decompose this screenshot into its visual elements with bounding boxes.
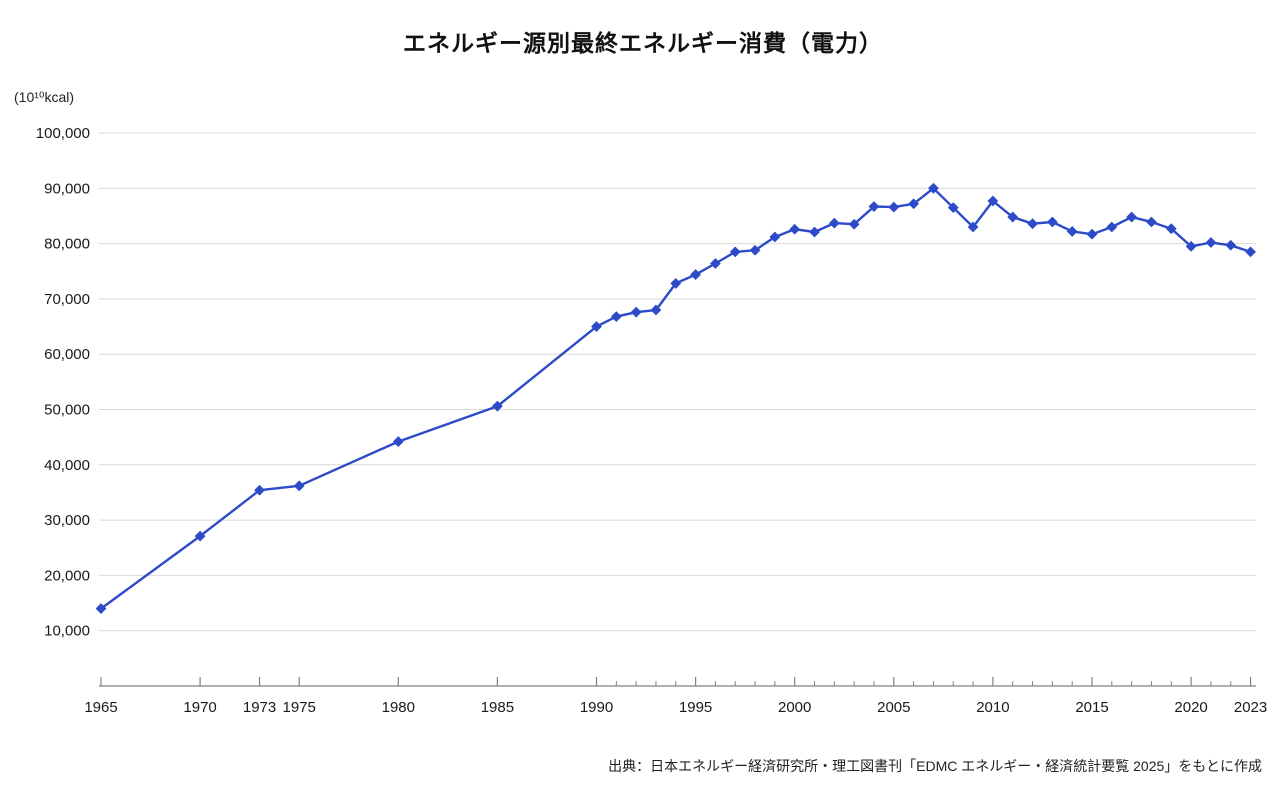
x-axis-tick-label: 2000 <box>778 699 811 716</box>
data-point-marker <box>1106 221 1118 233</box>
x-axis-tick-label: 2020 <box>1174 699 1207 716</box>
y-axis-tick-label: 50,000 <box>44 402 90 419</box>
data-point-marker <box>690 269 701 280</box>
chart-title: エネルギー源別最終エネルギー消費（電力） <box>403 30 883 56</box>
x-axis-tick-label: 1965 <box>84 699 117 716</box>
x-axis-tick-label: 2010 <box>976 699 1009 716</box>
data-point-marker <box>95 603 107 614</box>
data-point-marker <box>888 201 900 213</box>
y-axis-tick-label: 90,000 <box>44 180 90 197</box>
y-axis-tick-label: 10,000 <box>44 623 90 640</box>
y-axis-unit-label: (10¹⁰kcal) <box>14 89 75 105</box>
data-point-marker <box>1245 246 1256 258</box>
data-point-marker <box>254 484 265 496</box>
data-point-marker <box>194 530 206 542</box>
data-point-marker <box>591 321 602 332</box>
x-axis-tick-label: 2015 <box>1075 699 1108 716</box>
data-point-marker <box>392 436 404 447</box>
data-point-marker <box>1185 240 1197 252</box>
data-point-marker <box>828 217 840 229</box>
data-point-marker <box>947 202 959 214</box>
x-axis-tick-label: 1970 <box>183 699 216 716</box>
data-point-marker <box>987 195 999 207</box>
y-axis-tick-label: 70,000 <box>44 291 90 308</box>
x-axis-tick-label: 1985 <box>481 699 514 716</box>
data-point-marker <box>650 304 662 316</box>
source-note: 出典：日本エネルギー経済研究所・理工図書刊「EDMC エネルギー・経済統計要覧 … <box>608 758 1262 774</box>
data-point-marker <box>868 201 880 212</box>
data-point-marker <box>1027 218 1038 230</box>
data-point-marker <box>928 182 939 194</box>
y-axis-tick-label: 20,000 <box>44 567 90 584</box>
x-axis-tick-label: 1973 <box>243 699 276 716</box>
y-axis-tick-label: 40,000 <box>44 457 90 474</box>
data-point-marker <box>492 400 503 412</box>
data-point-marker <box>630 306 642 318</box>
x-axis-tick-label: 1975 <box>283 699 316 716</box>
data-point-marker <box>1007 211 1019 223</box>
x-axis-tick-label: 2023 <box>1234 699 1267 716</box>
data-point-marker <box>1165 223 1177 235</box>
series-line <box>99 187 1252 610</box>
data-point-marker <box>908 198 920 210</box>
y-axis-tick-label: 60,000 <box>44 346 90 363</box>
data-point-marker <box>1205 237 1217 248</box>
y-axis-tick-label: 80,000 <box>44 236 90 253</box>
x-axis-tick-label: 1980 <box>382 699 415 716</box>
data-point-marker <box>710 258 721 269</box>
data-point-marker <box>967 221 979 233</box>
data-point-marker <box>1146 216 1157 228</box>
data-point-marker <box>1086 228 1098 240</box>
data-point-marker <box>1225 239 1237 251</box>
data-point-marker <box>809 226 820 238</box>
data-point-marker <box>1066 226 1078 237</box>
data-point-marker <box>749 244 761 256</box>
data-point-marker <box>1126 211 1138 223</box>
data-point-marker <box>769 231 781 243</box>
data-point-marker <box>1046 216 1058 228</box>
data-point-marker <box>293 480 305 492</box>
data-point-marker <box>729 246 741 258</box>
data-point-marker <box>670 278 682 289</box>
x-axis-tick-label: 1995 <box>679 699 712 716</box>
data-point-marker <box>789 223 801 235</box>
data-point-marker <box>610 311 622 322</box>
x-axis-tick-label: 2005 <box>877 699 910 716</box>
y-axis-tick-label: 100,000 <box>36 125 90 142</box>
y-axis-tick-label: 30,000 <box>44 512 90 529</box>
data-point-marker <box>848 218 860 230</box>
x-axis-tick-label: 1990 <box>580 699 613 716</box>
